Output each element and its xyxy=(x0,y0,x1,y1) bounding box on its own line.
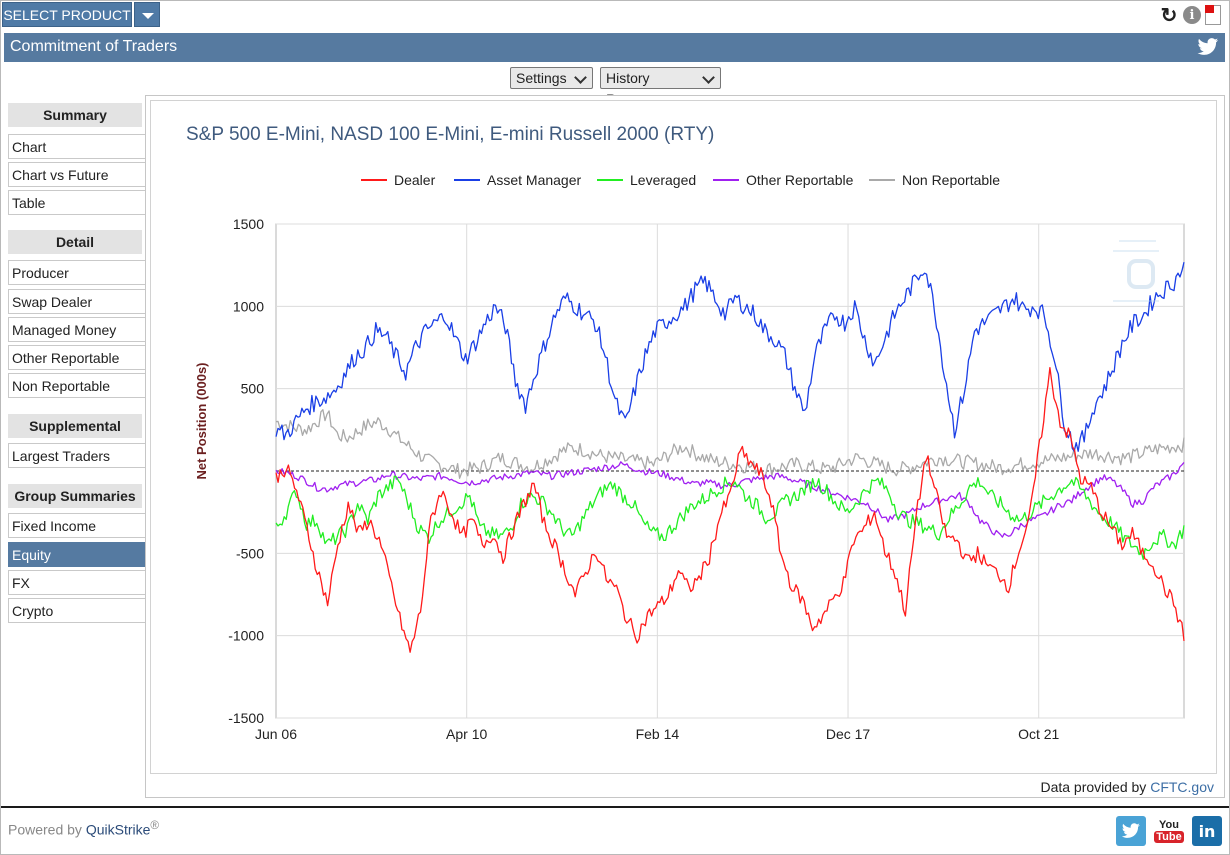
watermark-logo xyxy=(1113,240,1159,302)
chart-container: S&P 500 E-Mini, NASD 100 E-Mini, E-mini … xyxy=(150,100,1217,774)
x-tick-label: Apr 10 xyxy=(446,726,487,742)
powered-prefix: Powered by xyxy=(8,821,86,838)
registered-mark: ® xyxy=(150,819,159,832)
y-tick-label: 1000 xyxy=(233,298,264,314)
select-product-button[interactable]: SELECT PRODUCT xyxy=(2,2,132,27)
chart-svg: S&P 500 E-Mini, NASD 100 E-Mini, E-mini … xyxy=(186,124,1185,742)
y-tick-label: 500 xyxy=(241,381,265,397)
y-tick-labels: 1500 1000 500 -500 -1000 -1500 xyxy=(228,216,264,726)
cftc-link[interactable]: CFTC.gov xyxy=(1150,779,1214,795)
data-credit: Data provided by CFTC.gov xyxy=(1040,779,1214,795)
sidebar-item-fx[interactable]: FX xyxy=(8,570,145,595)
chevron-down-icon xyxy=(574,71,587,84)
twitter-icon[interactable] xyxy=(1197,37,1219,57)
footer-divider xyxy=(1,806,1229,808)
sidebar-item-producer[interactable]: Producer xyxy=(8,260,145,285)
powered-by: Powered by QuikStrike® xyxy=(8,819,159,838)
chart-title: S&P 500 E-Mini, NASD 100 E-Mini, E-mini … xyxy=(186,124,714,145)
legend-label: Other Reportable xyxy=(746,172,854,188)
series-line-dealer xyxy=(275,366,1185,653)
title-bar: Commitment of Traders xyxy=(4,33,1225,62)
page-title: Commitment of Traders xyxy=(10,38,178,55)
settings-label: Settings xyxy=(516,70,567,86)
y-tick-label: -1500 xyxy=(228,710,264,726)
sidebar-item-chart-vs-future[interactable]: Chart vs Future xyxy=(8,162,145,187)
sidebar-item-crypto[interactable]: Crypto xyxy=(8,598,145,623)
sidebar-item-non-reportable[interactable]: Non Reportable xyxy=(8,373,145,398)
x-tick-label: Dec 17 xyxy=(826,726,871,742)
tool-icons: ↻ i xyxy=(1159,4,1221,27)
sidebar-item-managed-money[interactable]: Managed Money xyxy=(8,317,145,342)
info-icon[interactable]: i xyxy=(1183,6,1201,24)
chart-series xyxy=(275,261,1185,653)
x-tick-labels: Jun 06 Apr 10 Feb 14 Dec 17 Oct 21 xyxy=(255,726,1060,742)
series-line-asset-manager xyxy=(275,261,1185,452)
social-links: You Tube in xyxy=(1116,816,1222,846)
y-tick-label: -1000 xyxy=(228,628,264,644)
sidebar-item-fixed-income[interactable]: Fixed Income xyxy=(8,513,145,538)
y-axis-label: Net Position (000s) xyxy=(194,362,209,479)
sidebar-item-table[interactable]: Table xyxy=(8,190,145,215)
legend-label: Leveraged xyxy=(630,172,696,188)
quikstrike-brand[interactable]: QuikStrike xyxy=(85,821,151,838)
top-toolbar: SELECT PRODUCT ↻ i xyxy=(1,1,1229,29)
youtube-icon[interactable]: You Tube xyxy=(1154,816,1184,846)
sidebar-section-detail: Detail xyxy=(8,230,142,254)
settings-dropdown[interactable]: Settings xyxy=(510,67,593,89)
sidebar-item-equity[interactable]: Equity xyxy=(8,542,145,567)
legend-label: Dealer xyxy=(394,172,436,188)
select-product-dropdown-icon[interactable] xyxy=(134,2,160,27)
sidebar-section-summary: Summary xyxy=(8,103,142,127)
series-line-other-reportable xyxy=(275,461,1185,538)
x-tick-label: Jun 06 xyxy=(255,726,297,742)
linkedin-icon[interactable]: in xyxy=(1192,816,1222,846)
sidebar-item-chart[interactable]: Chart xyxy=(8,134,145,159)
refresh-icon[interactable]: ↻ xyxy=(1160,4,1178,27)
sidebar-item-other-reportable[interactable]: Other Reportable xyxy=(8,345,145,370)
chevron-down-icon xyxy=(702,71,715,84)
pdf-icon[interactable] xyxy=(1205,5,1221,25)
sidebar-item-swap-dealer[interactable]: Swap Dealer xyxy=(8,289,145,314)
sidebar-section-group-summaries: Group Summaries xyxy=(8,484,142,508)
y-tick-label: 1500 xyxy=(233,216,264,232)
y-tick-label: -500 xyxy=(236,545,264,561)
legend-label: Asset Manager xyxy=(487,172,581,188)
series-line-non-reportable xyxy=(275,409,1185,479)
x-tick-label: Feb 14 xyxy=(636,726,680,742)
sidebar-section-supplemental: Supplemental xyxy=(8,414,142,438)
legend-label: Non Reportable xyxy=(902,172,1000,188)
twitter-icon[interactable] xyxy=(1116,816,1146,846)
sidebar-item-largest-traders[interactable]: Largest Traders xyxy=(8,443,145,468)
x-tick-label: Oct 21 xyxy=(1018,726,1059,742)
credit-prefix: Data provided by xyxy=(1040,779,1151,795)
series-line-leveraged xyxy=(275,475,1185,561)
history-range-dropdown[interactable]: History Range xyxy=(600,67,721,107)
chart-legend: Dealer Asset Manager Leveraged Other Report… xyxy=(361,172,1000,188)
